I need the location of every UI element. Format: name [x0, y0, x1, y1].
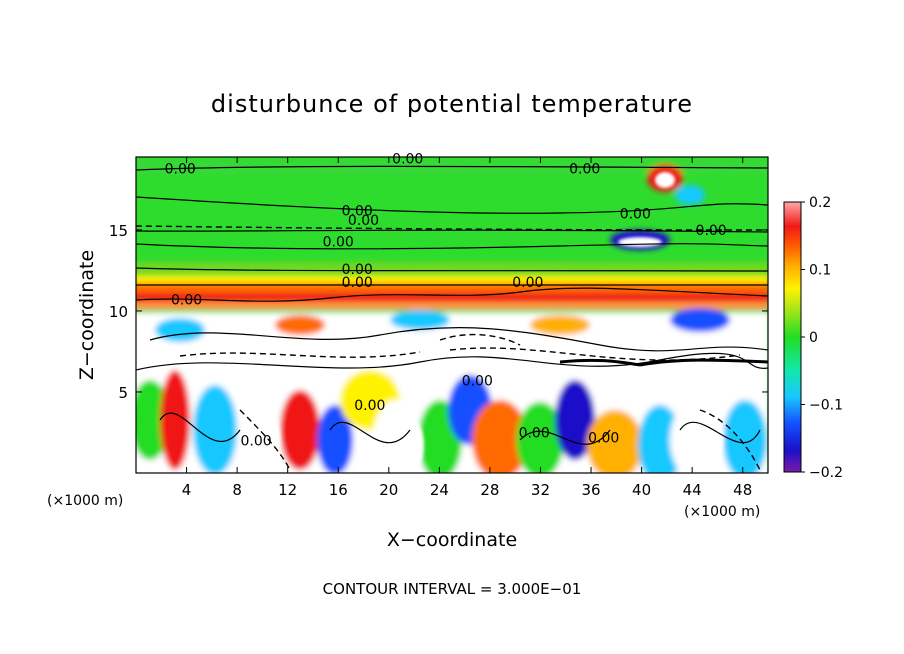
- colorbar-tick-label: 0.1: [809, 263, 831, 279]
- contour-label: 0.00: [392, 152, 423, 168]
- contour-label: 0.00: [323, 234, 354, 250]
- contour-label: 0.00: [620, 207, 651, 223]
- colorbar-tick-label: −0.1: [809, 398, 843, 414]
- x-axis-ticks: 4 8 12 16 20 24 28 32 36 40 44 48: [182, 157, 752, 499]
- x-tick-label: 20: [379, 481, 398, 499]
- contour-label: 0.00: [165, 161, 196, 177]
- x-tick-label: 8: [232, 481, 242, 499]
- contour-label: 0.00: [512, 275, 543, 291]
- colorbar-tick-label: 0: [809, 330, 818, 346]
- x-unit-left: (×1000 m): [47, 493, 123, 509]
- contour-label: 0.00: [342, 262, 373, 278]
- y-tick-label: 5: [118, 384, 128, 402]
- y-axis-label: Z−coordinate: [76, 250, 98, 380]
- x-tick-label: 28: [480, 481, 499, 499]
- contour-label: 0.00: [348, 213, 379, 229]
- contour-label: 0.00: [171, 293, 202, 309]
- contour-label: 0.00: [342, 275, 373, 291]
- contour-label: 0.00: [462, 374, 493, 390]
- contour-label: 0.00: [696, 223, 727, 239]
- contour-labels: 0.000.000.000.000.00 0.000.000.000.000.00…: [165, 152, 727, 450]
- colorbar-ticks: 0.2 0.1 0 −0.1 −0.2: [801, 195, 843, 481]
- y-axis-ticks: 5 10 15: [109, 222, 768, 402]
- contour-label: 0.00: [588, 430, 619, 446]
- x-tick-label: 32: [531, 481, 550, 499]
- x-tick-label: 44: [683, 481, 702, 499]
- contour-label: 0.00: [354, 398, 385, 414]
- colorbar-tick-label: 0.2: [809, 195, 831, 211]
- y-tick-label: 10: [109, 303, 128, 321]
- colorbar-gradient: [783, 201, 802, 473]
- contour-label: 0.00: [519, 425, 550, 441]
- contour-interval-footer: CONTOUR INTERVAL = 3.000E−01: [323, 580, 582, 598]
- chart-title: disturbunce of potential temperature: [211, 90, 693, 118]
- colorbar-tick-label: −0.2: [809, 465, 843, 481]
- contour-label: 0.00: [240, 434, 271, 450]
- heatmap-field: [136, 157, 768, 473]
- x-tick-label: 36: [581, 481, 600, 499]
- y-tick-label: 15: [109, 222, 128, 240]
- plot-frame: [135, 156, 769, 474]
- x-tick-label: 12: [278, 481, 297, 499]
- x-tick-label: 48: [733, 481, 752, 499]
- colorbar: 0.2 0.1 0 −0.1 −0.2: [783, 195, 843, 481]
- x-tick-label: 24: [430, 481, 449, 499]
- x-tick-label: 4: [182, 481, 192, 499]
- contour-label: 0.00: [342, 203, 373, 219]
- x-tick-label: 40: [632, 481, 651, 499]
- x-tick-label: 16: [329, 481, 348, 499]
- contour-label: 0.00: [569, 161, 600, 177]
- x-axis-label: X−coordinate: [387, 529, 517, 551]
- x-unit-right: (×1000 m): [684, 504, 760, 520]
